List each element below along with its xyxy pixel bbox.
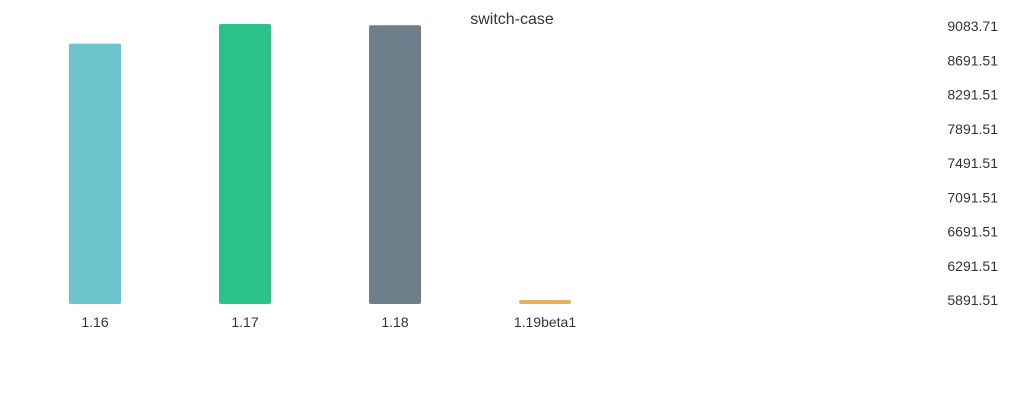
y-tick-label: 7091.51 [947,189,998,205]
bar-1.18 [369,25,421,305]
y-tick-label: 7891.51 [947,121,998,137]
bar-1.16 [69,43,121,304]
y-tick-label: 6291.51 [947,258,998,274]
x-tick-label: 1.17 [231,314,258,330]
y-axis-ticks: 9083.71 8691.51 8291.51 7891.51 7491.51 7091.… [947,18,998,308]
bar-1.19beta1 [519,300,571,304]
y-tick-label: 5891.51 [947,292,998,308]
x-tick-label: 1.19beta1 [514,314,576,330]
x-tick-label: 1.18 [381,314,408,330]
x-axis-ticks: 1.16 1.17 1.18 1.19beta1 [81,314,576,330]
bars-group [69,24,571,305]
y-tick-label: 8691.51 [947,52,998,68]
x-tick-label: 1.16 [81,314,108,330]
y-tick-label: 7491.51 [947,155,998,171]
bar-1.17 [219,24,271,304]
y-tick-label: 6691.51 [947,224,998,240]
chart-title: switch-case [470,11,554,28]
y-tick-label: 9083.71 [947,18,998,34]
y-tick-label: 8291.51 [947,87,998,103]
